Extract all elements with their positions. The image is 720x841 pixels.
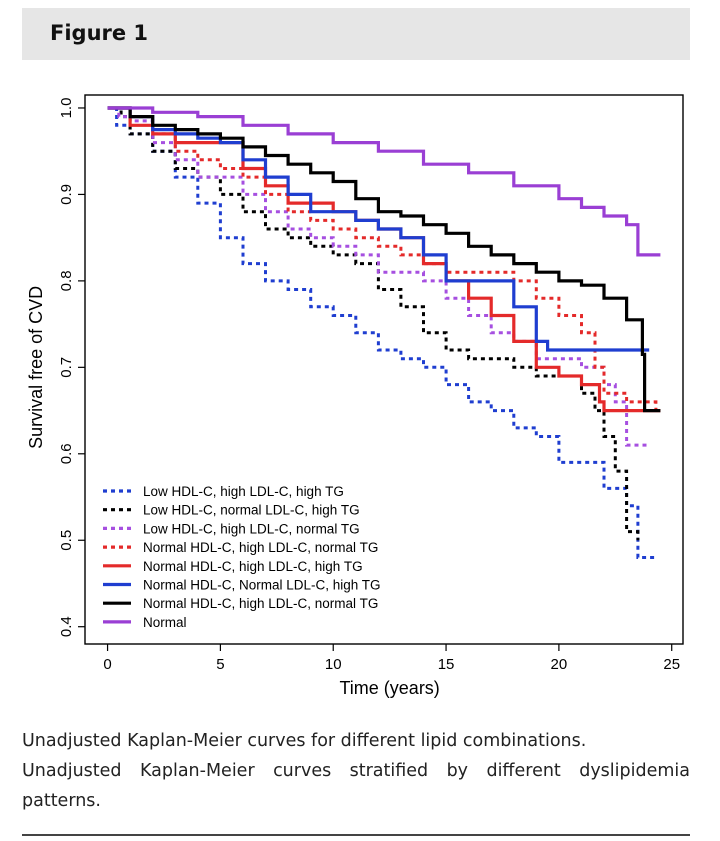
plot-frame [84, 94, 684, 645]
x-tick-label: 5 [216, 656, 224, 673]
figure-header: Figure 1 [22, 8, 690, 60]
legend-label-8: Normal [143, 615, 187, 630]
y-tick-label: 0.5 [58, 530, 75, 551]
series-line-4 [107, 106, 658, 411]
figure-caption: Unadjusted Kaplan-Meier curves for diffe… [22, 726, 690, 816]
x-tick-label: 10 [325, 656, 342, 673]
y-tick-label: 1.0 [58, 98, 75, 119]
x-tick-label: 15 [438, 656, 455, 673]
legend-label-3: Low HDL-C, high LDL-C, normal TG [143, 521, 360, 536]
y-tick-label: 0.6 [58, 443, 75, 464]
legend-label-1: Low HDL-C, high LDL-C, high TG [143, 484, 344, 499]
x-axis-label: Time (years) [339, 678, 439, 698]
series-line-2 [107, 106, 640, 541]
bottom-rule [22, 834, 690, 836]
x-tick-label: 20 [551, 656, 568, 673]
y-axis-label: Survival free of CVD [26, 286, 46, 449]
legend-label-6: Normal HDL-C, Normal LDL-C, high TG [143, 578, 381, 593]
legend-label-2: Low HDL-C, normal LDL-C, high TG [143, 503, 360, 518]
y-tick-label: 0.8 [58, 270, 75, 291]
legend-label-5: Normal HDL-C, high LDL-C, high TG [143, 559, 363, 574]
legend-label-7: Normal HDL-C, high LDL-C, normal TG [143, 596, 378, 611]
x-tick-label: 0 [103, 656, 111, 673]
series-line-7 [107, 106, 661, 413]
series-line-8 [107, 106, 661, 257]
series-line-1 [107, 106, 656, 559]
x-tick-label: 25 [663, 656, 680, 673]
series-line-3 [107, 106, 650, 447]
y-tick-label: 0.7 [58, 357, 75, 378]
caption-line-2: Unadjusted Kaplan-Meier curves stratifie… [22, 761, 690, 811]
series-line-5 [107, 106, 661, 413]
legend-label-4: Normal HDL-C, high LDL-C, normal TG [143, 540, 378, 555]
caption-line-1: Unadjusted Kaplan-Meier curves for diffe… [22, 731, 587, 751]
y-tick-label: 0.9 [58, 184, 75, 205]
figure-label: Figure 1 [50, 21, 149, 45]
kaplan-meier-chart: 0 5 10 15 20 25 0.4 0.5 0.6 0.7 0.8 0.9 1.0 Time (yea… [26, 94, 684, 698]
series-line-6 [107, 106, 650, 352]
y-tick-label: 0.4 [58, 616, 75, 637]
